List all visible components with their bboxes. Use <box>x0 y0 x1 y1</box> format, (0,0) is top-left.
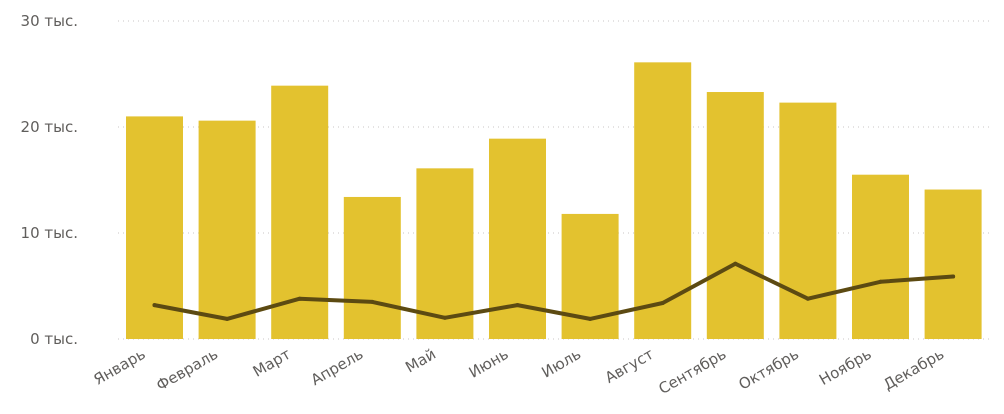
x-category-label: Январь <box>90 345 148 389</box>
x-category-label: Июль <box>538 345 584 382</box>
x-category-label: Октябрь <box>736 345 802 394</box>
line-point[interactable] <box>297 296 302 301</box>
line-point[interactable] <box>951 274 956 279</box>
line-point[interactable] <box>878 279 883 284</box>
x-category-label: Февраль <box>153 345 221 395</box>
y-tick-label: 10 тыс. <box>21 224 78 242</box>
x-category-label: Июнь <box>466 345 512 382</box>
bar[interactable] <box>416 168 474 339</box>
x-category-label: Апрель <box>308 345 367 389</box>
y-axis: 0 тыс. 10 тыс. 20 тыс. 30 тыс. <box>21 12 78 348</box>
x-category-label: Август <box>602 345 657 387</box>
y-tick-label: 30 тыс. <box>21 12 78 30</box>
gridlines <box>118 20 990 340</box>
y-tick-label: 0 тыс. <box>30 330 78 348</box>
x-category-label: Ноябрь <box>816 345 874 389</box>
line-point[interactable] <box>588 316 593 321</box>
bar[interactable] <box>852 174 909 339</box>
line-point[interactable] <box>805 296 810 301</box>
x-category-label: Декабрь <box>880 345 947 394</box>
line-point[interactable] <box>152 303 157 308</box>
x-category-label: Март <box>250 345 294 381</box>
y-tick-label: 20 тыс. <box>21 118 78 136</box>
line-series <box>152 261 956 321</box>
line-point[interactable] <box>442 315 447 320</box>
bar[interactable] <box>343 196 401 339</box>
x-category-label: Сентябрь <box>655 345 729 398</box>
line-path[interactable] <box>152 261 956 321</box>
bar-series <box>126 62 982 340</box>
line-point[interactable] <box>515 303 520 308</box>
x-axis: Январь Февраль Март Апрель Май Июнь Июль Август… <box>90 345 947 398</box>
bar[interactable] <box>634 62 692 340</box>
bar[interactable] <box>924 189 982 339</box>
bar[interactable] <box>779 102 837 340</box>
bar[interactable] <box>198 120 256 339</box>
line-point[interactable] <box>733 261 738 266</box>
bar[interactable] <box>706 92 764 340</box>
line-point[interactable] <box>225 316 230 321</box>
line-point[interactable] <box>660 300 665 305</box>
x-category-label: Май <box>402 345 439 377</box>
bar[interactable] <box>126 116 183 340</box>
line-point[interactable] <box>370 299 375 304</box>
